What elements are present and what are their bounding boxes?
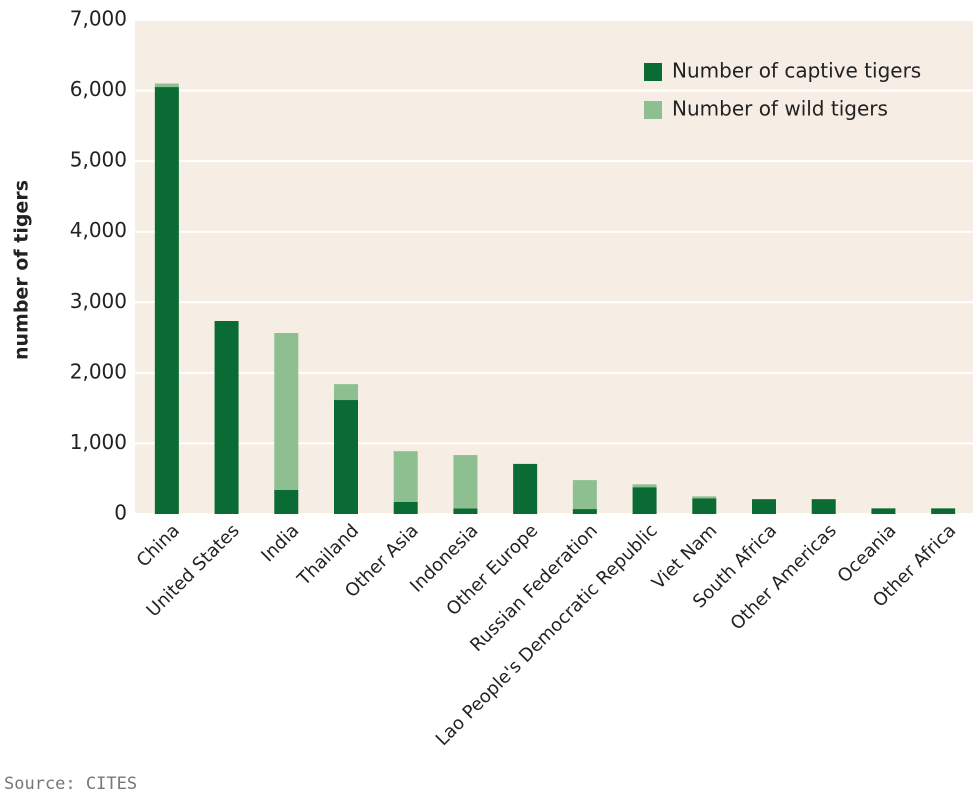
bar-segment [453, 508, 478, 514]
legend-swatch [644, 101, 662, 119]
bar-segment [393, 502, 418, 514]
plot-background [135, 20, 973, 514]
y-tick-label: 5,000 [70, 148, 127, 172]
y-tick-label: 4,000 [70, 218, 127, 242]
y-tick-label: 6,000 [70, 77, 127, 101]
bar-segment [154, 87, 179, 515]
bar-segment [334, 384, 358, 401]
bar-segment [632, 484, 657, 488]
bar-segment [393, 451, 418, 503]
bar-segment [871, 508, 896, 514]
y-tick-label: 2,000 [70, 359, 127, 383]
x-tick-label: China [133, 520, 184, 571]
bar-segment [453, 455, 478, 509]
bar-segment [513, 463, 538, 514]
bar-segment [274, 490, 299, 514]
y-tick-label: 7,000 [70, 7, 127, 31]
x-tick-label: Lao People's Democratic Republic [432, 520, 662, 750]
bar-segment [274, 332, 299, 491]
legend-swatch [644, 63, 662, 81]
source: Source: CITES [4, 774, 137, 790]
bar-segment [572, 509, 597, 514]
x-tick-label: India [257, 520, 303, 566]
y-tick-label: 1,000 [70, 430, 127, 454]
bar-segment [572, 480, 597, 510]
bar-segment [632, 487, 657, 514]
bar-segment [154, 83, 179, 88]
legend-label: Number of wild tigers [672, 97, 888, 121]
y-axis-label: number of tigers [11, 180, 33, 360]
y-tick-label: 3,000 [70, 289, 127, 313]
x-tick-label: Other Americas [727, 520, 841, 634]
bar-segment [811, 499, 836, 514]
bar-segment [752, 499, 776, 514]
bar-segment [334, 400, 358, 514]
bar-segment [214, 320, 239, 514]
legend-label: Number of captive tigers [672, 59, 921, 83]
bar-segment [931, 508, 956, 514]
y-tick-label: 0 [114, 501, 127, 525]
bar-segment [692, 496, 717, 499]
bar-segment [692, 498, 717, 514]
